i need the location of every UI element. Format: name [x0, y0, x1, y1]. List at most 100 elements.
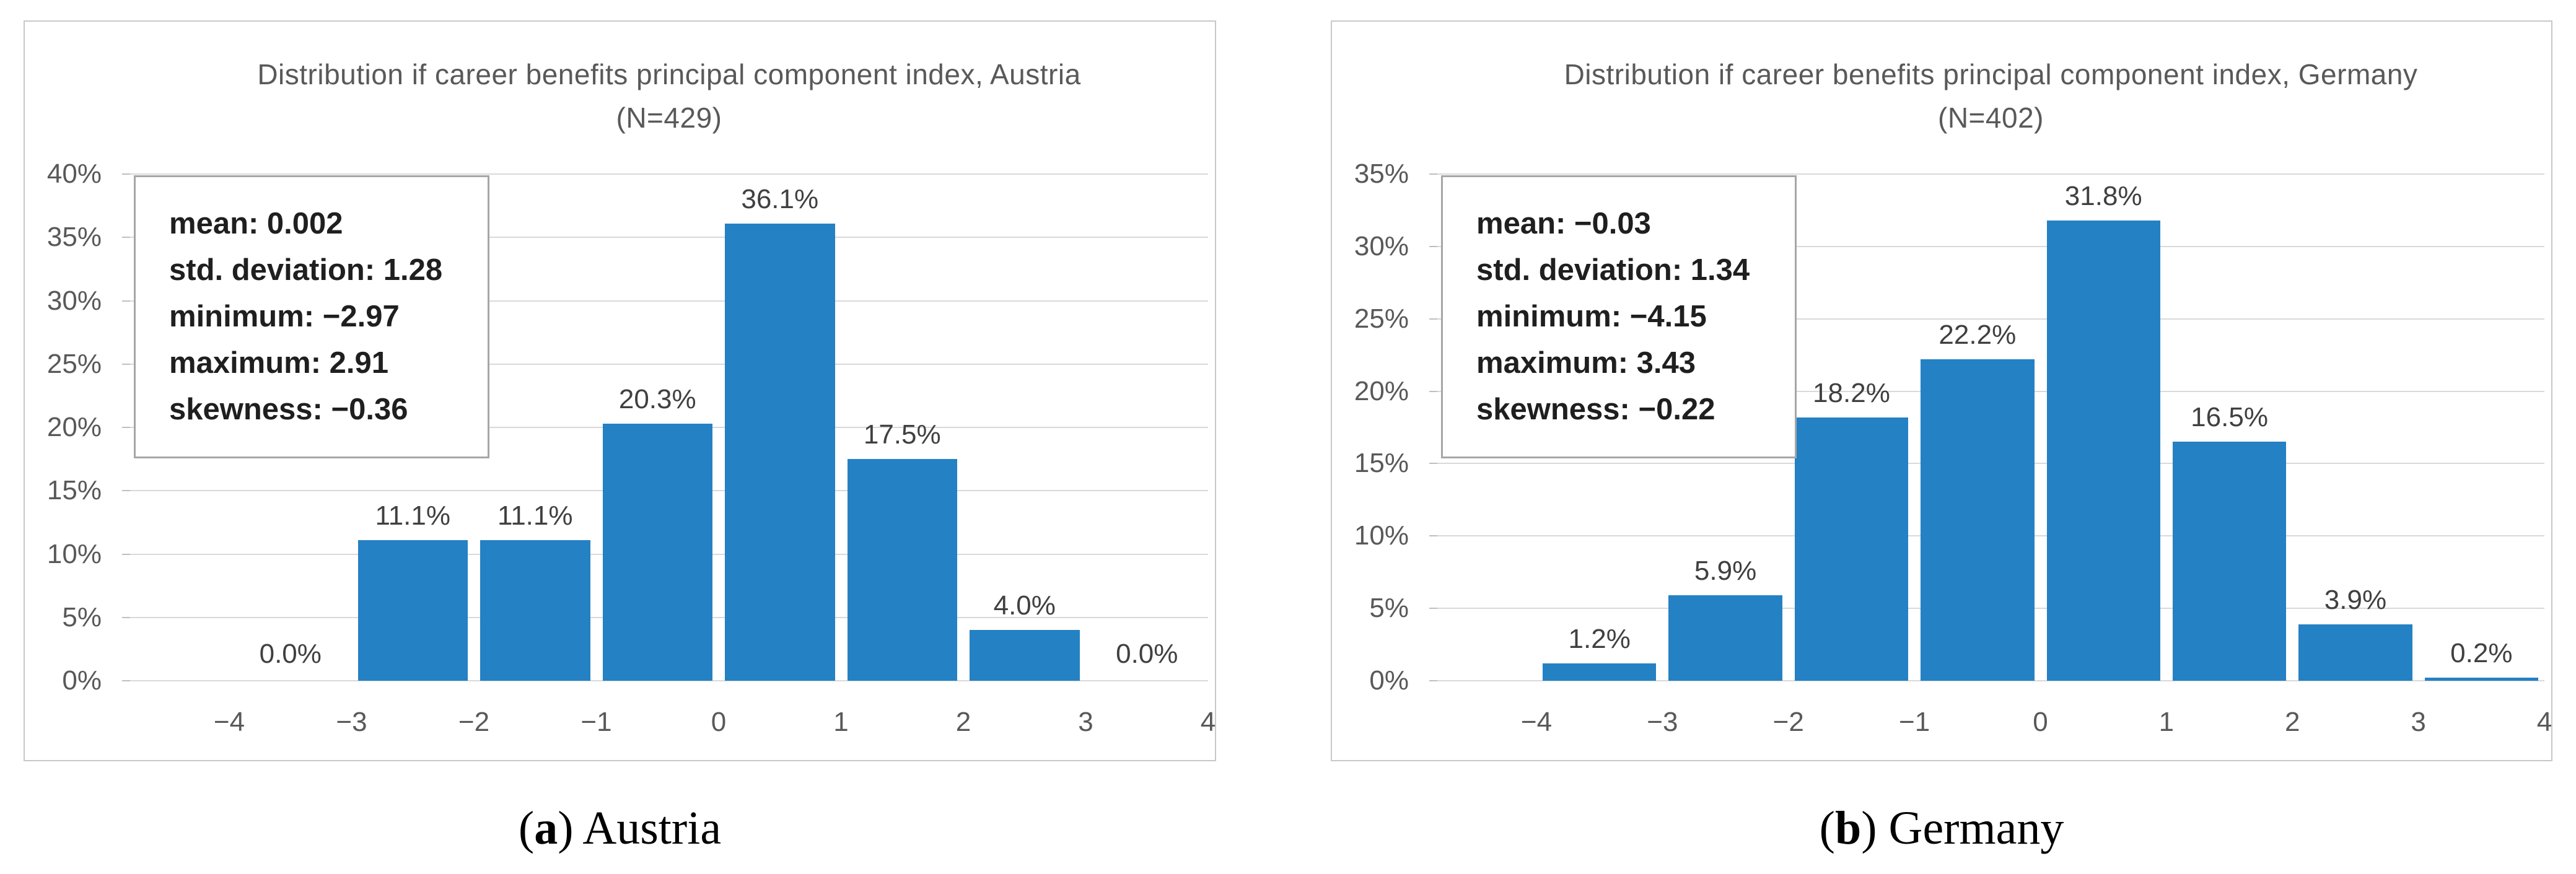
- bar-value-label: 36.1%: [741, 183, 819, 214]
- y-tick-mark: [1429, 390, 1437, 392]
- y-tick-mark: [122, 427, 130, 428]
- bar-bin--1-to-0: [602, 423, 712, 681]
- caption-paren-open: (: [1819, 802, 1835, 854]
- bar-bin--3-to--2: [357, 540, 468, 681]
- x-tick-label: 2: [955, 707, 971, 737]
- y-tick-label: 10%: [46, 538, 102, 569]
- bar-bin--2-to--1: [480, 540, 590, 681]
- x-tick-label: 4: [2536, 707, 2552, 737]
- bar-value-label: 11.1%: [497, 500, 573, 531]
- bar-value-label: 4.0%: [993, 590, 1056, 621]
- bar-bin-2-to-3: [2298, 624, 2412, 681]
- bar-value-label: 16.5%: [2191, 402, 2268, 433]
- bar-value-label: 11.1%: [375, 500, 451, 531]
- y-tick-mark: [122, 490, 130, 492]
- chart-title-line2: (N=402): [1938, 102, 2044, 134]
- x-tick-label: −4: [213, 707, 245, 737]
- gridline-30%: [1437, 245, 2544, 247]
- bar-bin-1-to-2: [2172, 442, 2287, 681]
- bar-bin--3-to--2: [1668, 595, 1782, 681]
- y-tick-label: 40%: [46, 159, 102, 189]
- x-tick-label: −3: [336, 707, 367, 737]
- chart-title-line1: Distribution if career benefits principa…: [1564, 58, 2418, 90]
- y-tick-label: 5%: [1369, 593, 1409, 624]
- gridline-25%: [1437, 318, 2544, 320]
- x-tick-label: 1: [2158, 707, 2175, 737]
- y-tick-label: 30%: [46, 285, 102, 316]
- stat-line-std-deviation: std. deviation: 1.28: [169, 253, 443, 287]
- stat-line-maximum: maximum: 3.43: [1476, 346, 1696, 380]
- bar-value-label: 0.2%: [2450, 638, 2513, 669]
- x-tick-label: 4: [1200, 707, 1216, 737]
- bar-value-label: 0.0%: [259, 639, 322, 669]
- y-tick-mark: [122, 173, 130, 175]
- y-tick-mark: [1429, 608, 1437, 610]
- y-tick-label: 20%: [1354, 375, 1409, 406]
- y-tick-mark: [1429, 535, 1437, 537]
- chart-panel-austria: Distribution if career benefits principa…: [24, 20, 1216, 761]
- y-tick-mark: [122, 553, 130, 555]
- caption-text: ) Germany: [1861, 802, 2064, 854]
- y-tick-label: 0%: [1369, 665, 1409, 696]
- x-tick-label: 1: [833, 707, 849, 737]
- stat-line-skewness: skewness: −0.22: [1476, 393, 1715, 426]
- y-tick-label: 25%: [1354, 303, 1409, 334]
- caption-paren-open: (: [518, 802, 535, 854]
- bar-bin--2-to--1: [1794, 417, 1909, 681]
- y-tick-mark: [1429, 245, 1437, 247]
- x-tick-label: −1: [1899, 707, 1930, 737]
- caption-germany: (b) Germany: [1331, 800, 2552, 856]
- bar-bin-0-to-1: [725, 223, 835, 681]
- y-tick-mark: [122, 300, 130, 302]
- x-tick-label: −1: [580, 707, 612, 737]
- bar-value-label: 17.5%: [863, 419, 941, 450]
- x-tick-label: −2: [458, 707, 490, 737]
- bar-value-label: 20.3%: [618, 383, 696, 414]
- bar-value-label: 1.2%: [1568, 623, 1631, 654]
- chart-title-austria: Distribution if career benefits principa…: [130, 53, 1208, 139]
- stats-box-austria: mean: 0.002 std. deviation: 1.28 minimum…: [134, 175, 489, 458]
- x-tick-label: 0: [711, 707, 727, 737]
- stat-line-mean: mean: 0.002: [169, 207, 343, 240]
- y-tick-label: 15%: [46, 475, 102, 506]
- caption-letter: a: [534, 802, 558, 854]
- gridline-0%: [130, 680, 1208, 681]
- stat-line-skewness: skewness: −0.36: [169, 393, 408, 426]
- y-tick-label: 30%: [1354, 230, 1409, 261]
- bar-value-label: 31.8%: [2064, 180, 2142, 211]
- x-tick-label: 0: [2033, 707, 2048, 737]
- x-tick-label: −2: [1772, 707, 1804, 737]
- plot-area-germany: 0% 5% 10% 15% 20% 25% 30% 35% −4 −3 −2 −1 0 1 2 3 4 1.2% 5…: [1354, 159, 2552, 737]
- x-tick-label: −3: [1647, 707, 1678, 737]
- y-tick-label: 10%: [1354, 520, 1409, 551]
- bar-value-label: 18.2%: [1813, 377, 1890, 408]
- bar-bin--1-to-0: [1921, 359, 2035, 681]
- y-tick-mark: [122, 237, 130, 238]
- y-tick-label: 0%: [62, 665, 102, 696]
- y-tick-mark: [1429, 463, 1437, 465]
- chart-title-germany: Distribution if career benefits principa…: [1437, 53, 2544, 139]
- bar-value-label: 0.0%: [1116, 639, 1178, 669]
- bar-bin--4-to--3: [1543, 663, 1657, 681]
- y-tick-label: 15%: [1354, 448, 1409, 479]
- stat-line-std-deviation: std. deviation: 1.34: [1476, 253, 1750, 287]
- y-tick-label: 35%: [1354, 159, 1409, 189]
- bar-value-label: 5.9%: [1694, 556, 1757, 587]
- y-tick-label: 25%: [46, 348, 102, 379]
- y-tick-mark: [1429, 680, 1437, 681]
- chart-panel-germany: Distribution if career benefits principa…: [1331, 20, 2552, 761]
- x-tick-label: 2: [2285, 707, 2300, 737]
- stat-line-minimum: minimum: −4.15: [1476, 300, 1707, 333]
- y-tick-label: 20%: [46, 412, 102, 442]
- y-tick-label: 5%: [62, 601, 102, 632]
- gridline-25%: [130, 363, 1208, 365]
- caption-letter: b: [1834, 802, 1862, 854]
- stat-line-minimum: minimum: −2.97: [169, 300, 400, 333]
- bar-bin-1-to-2: [847, 459, 957, 681]
- caption-text: ) Austria: [558, 802, 722, 854]
- x-tick-label: −4: [1520, 707, 1553, 737]
- gridline-40%: [130, 173, 1208, 175]
- x-tick-label: 3: [1078, 707, 1093, 737]
- bar-value-label: 3.9%: [2324, 584, 2387, 615]
